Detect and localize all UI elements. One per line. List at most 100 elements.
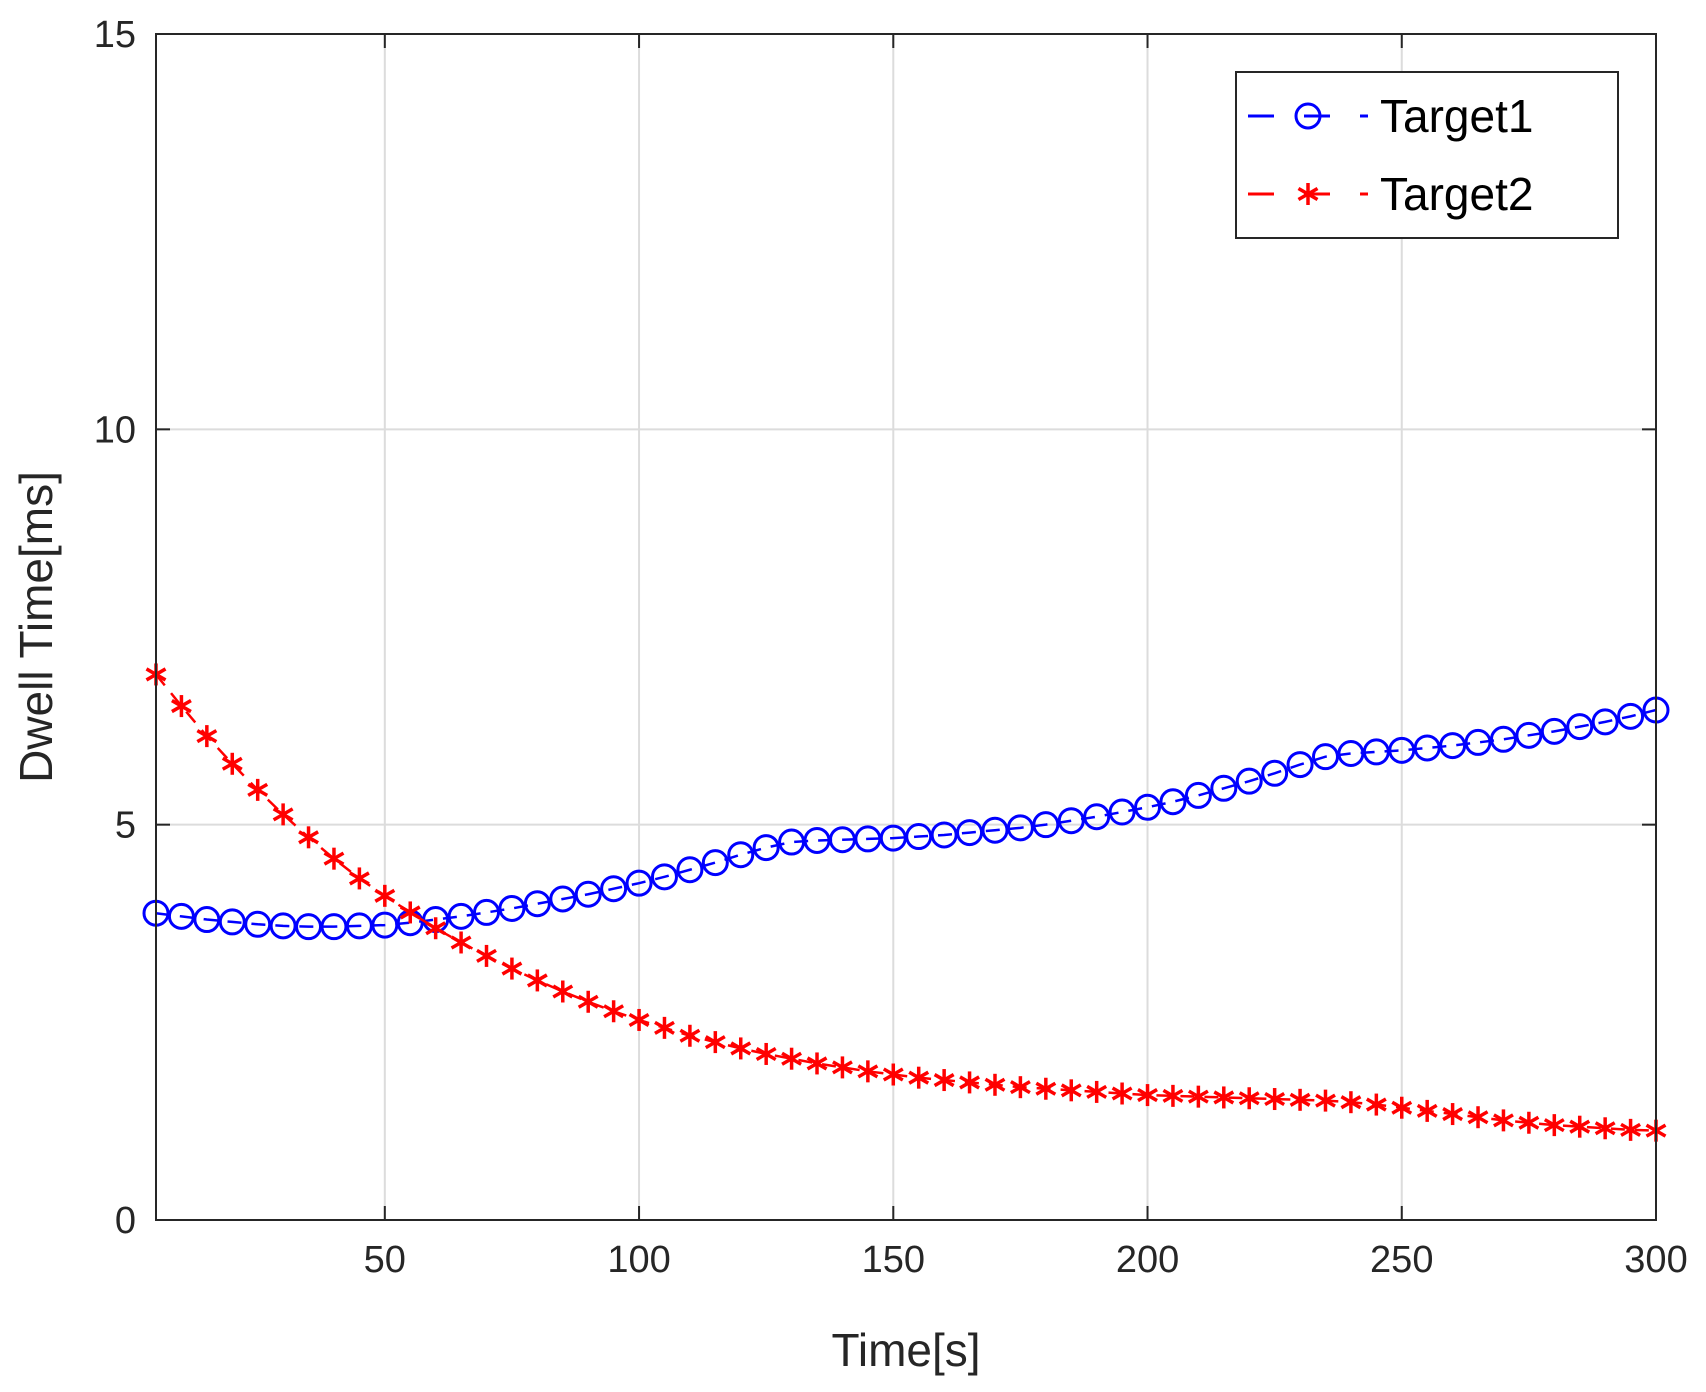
data-point bbox=[806, 1052, 828, 1075]
data-point bbox=[1515, 721, 1543, 749]
data-point bbox=[1286, 751, 1314, 779]
x-tick-label: 50 bbox=[364, 1239, 406, 1281]
data-point bbox=[1311, 743, 1339, 771]
data-point bbox=[755, 1042, 777, 1065]
data-point bbox=[959, 1071, 980, 1094]
data-point bbox=[193, 906, 221, 934]
data-point bbox=[1137, 1084, 1158, 1107]
data-point bbox=[752, 834, 780, 862]
series-target1-line bbox=[155, 708, 1657, 928]
data-point bbox=[1086, 1080, 1108, 1103]
data-point bbox=[1340, 1091, 1362, 1114]
data-point bbox=[1235, 767, 1263, 795]
data-point bbox=[218, 908, 246, 936]
data-point bbox=[933, 1069, 955, 1092]
data-point bbox=[1187, 1085, 1209, 1108]
data-point bbox=[1439, 732, 1467, 760]
legend-marker bbox=[1294, 102, 1322, 130]
y-tick-label: 10 bbox=[94, 409, 136, 451]
data-point bbox=[374, 884, 396, 907]
data-point bbox=[1543, 1114, 1565, 1137]
data-point bbox=[1006, 814, 1034, 842]
data-point bbox=[879, 824, 907, 852]
data-point bbox=[1464, 728, 1492, 756]
data-point bbox=[1184, 781, 1212, 809]
data-point bbox=[167, 902, 195, 930]
data-point bbox=[1566, 713, 1594, 741]
data-point bbox=[523, 890, 551, 918]
data-point bbox=[1413, 734, 1441, 762]
y-tick-label: 5 bbox=[115, 805, 136, 847]
x-tick-label: 300 bbox=[1624, 1239, 1687, 1281]
data-point bbox=[1416, 1099, 1438, 1122]
data-point bbox=[650, 863, 678, 891]
data-point bbox=[1362, 738, 1390, 766]
data-point bbox=[577, 990, 599, 1013]
data-point bbox=[574, 880, 602, 908]
data-point bbox=[1467, 1106, 1489, 1129]
data-point bbox=[244, 910, 272, 938]
data-point bbox=[956, 819, 984, 847]
data-point bbox=[628, 1008, 650, 1031]
data-point bbox=[371, 911, 399, 939]
data-point bbox=[498, 894, 526, 922]
data-point bbox=[526, 969, 548, 992]
data-point bbox=[1264, 1088, 1286, 1111]
data-point bbox=[603, 1000, 625, 1023]
data-point bbox=[298, 826, 319, 849]
data-point bbox=[984, 1073, 1006, 1096]
data-point bbox=[549, 885, 577, 913]
legend-marker bbox=[1297, 183, 1319, 205]
legend-item: Target1 bbox=[1248, 90, 1533, 142]
data-point bbox=[625, 869, 653, 897]
data-point bbox=[447, 902, 475, 930]
data-point bbox=[221, 752, 243, 775]
data-point bbox=[1289, 1088, 1311, 1111]
data-point bbox=[196, 725, 218, 748]
data-point bbox=[476, 944, 497, 967]
data-point bbox=[1337, 740, 1365, 768]
data-point bbox=[704, 1031, 726, 1054]
data-point bbox=[1391, 1096, 1413, 1119]
data-point bbox=[1569, 1115, 1591, 1138]
data-point bbox=[323, 847, 345, 870]
data-point bbox=[1162, 1084, 1184, 1107]
data-point bbox=[1035, 1077, 1057, 1100]
data-point bbox=[1083, 803, 1111, 831]
legend: Target1 Target2 bbox=[1235, 71, 1619, 239]
data-point bbox=[1111, 1082, 1133, 1105]
data-point bbox=[781, 1047, 802, 1070]
data-point bbox=[778, 828, 806, 856]
data-point bbox=[399, 901, 421, 924]
data-point bbox=[1032, 811, 1060, 839]
data-point bbox=[1489, 725, 1517, 753]
axes-box bbox=[155, 33, 1657, 1221]
data-point bbox=[930, 821, 958, 849]
data-point bbox=[654, 1016, 675, 1039]
x-tick-label: 150 bbox=[862, 1239, 925, 1281]
x-axis-title: Time[s] bbox=[831, 1324, 980, 1376]
data-point bbox=[1540, 717, 1568, 745]
x-tick-label: 100 bbox=[607, 1239, 670, 1281]
y-axis-title: Dwell Time[ms] bbox=[10, 471, 62, 783]
data-point bbox=[247, 778, 269, 801]
data-point bbox=[171, 695, 192, 718]
data-point bbox=[1060, 1079, 1082, 1102]
data-point bbox=[981, 816, 1009, 844]
data-point bbox=[1594, 1117, 1616, 1140]
data-point bbox=[1442, 1103, 1464, 1126]
data-point bbox=[1134, 793, 1162, 821]
data-point bbox=[552, 980, 574, 1003]
ticks: 50 100 150 200 250 300 0 5 10 15 bbox=[94, 14, 1688, 1281]
data-point bbox=[701, 849, 729, 877]
data-point bbox=[857, 1060, 879, 1083]
data-point bbox=[1493, 1109, 1514, 1132]
data-point bbox=[1213, 1086, 1235, 1109]
data-point bbox=[727, 841, 755, 869]
x-tick-label: 200 bbox=[1116, 1239, 1179, 1281]
data-point bbox=[730, 1037, 752, 1060]
data-point bbox=[676, 856, 704, 884]
data-point bbox=[1159, 788, 1187, 816]
data-point bbox=[600, 875, 628, 903]
data-point bbox=[905, 823, 933, 851]
